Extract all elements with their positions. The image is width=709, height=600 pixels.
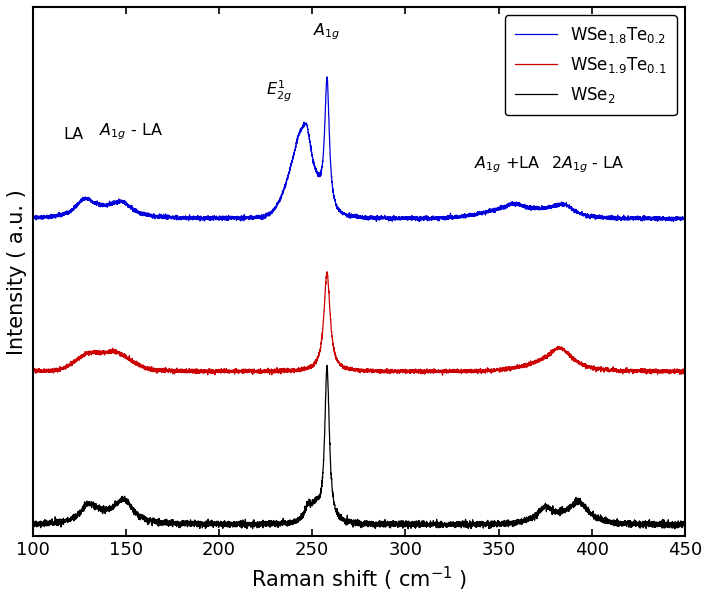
WSe$_{1.8}$Te$_{0.2}$ [180,215,189,223]
Legend: WSe$_{1.8}$Te$_{0.2}$, WSe$_{1.9}$Te$_{0.1}$, WSe$_2$: WSe$_{1.8}$Te$_{0.2}$, WSe$_{1.9}$Te$_{0… [505,15,676,115]
WSe$_2$ [274,519,283,526]
Text: $A_{1g}$ +LA: $A_{1g}$ +LA [474,154,541,175]
WSe$_{1.8}$Te$_{0.2}$ [323,73,331,80]
WSe$_2$ [28,520,37,527]
WSe$_2$ [186,519,195,526]
Text: $A_{1g}$: $A_{1g}$ [313,22,341,42]
WSe$_{1.9}$Te$_{0.1}$ [183,367,191,374]
WSe$_2$ [676,520,684,527]
WSe$_{1.8}$Te$_{0.2}$ [415,218,424,225]
WSe$_2$ [681,523,689,530]
WSe$_{1.9}$Te$_{0.1}$ [180,368,189,375]
WSe$_{1.9}$Te$_{0.1}$ [438,371,447,379]
Line: WSe$_{1.9}$Te$_{0.1}$: WSe$_{1.9}$Te$_{0.1}$ [33,272,685,375]
WSe$_{1.9}$Te$_{0.1}$ [676,371,684,378]
WSe$_{1.9}$Te$_{0.1}$ [320,293,329,300]
Text: $A_{1g}$ - LA: $A_{1g}$ - LA [99,122,163,142]
WSe$_{1.9}$Te$_{0.1}$ [274,365,283,373]
Text: $2A_{1g}$ - LA: $2A_{1g}$ - LA [552,154,625,175]
WSe$_2$ [671,525,679,532]
Line: WSe$_{1.8}$Te$_{0.2}$: WSe$_{1.8}$Te$_{0.2}$ [33,77,685,221]
Text: $E^1_{2g}$: $E^1_{2g}$ [266,79,291,104]
WSe$_{1.9}$Te$_{0.1}$ [186,368,195,376]
WSe$_{1.8}$Te$_{0.2}$ [183,214,191,221]
WSe$_{1.8}$Te$_{0.2}$ [320,119,329,126]
WSe$_{1.8}$Te$_{0.2}$ [681,214,689,221]
WSe$_{1.8}$Te$_{0.2}$ [274,199,283,206]
X-axis label: Raman shift ( cm$^{-1}$ ): Raman shift ( cm$^{-1}$ ) [250,565,467,593]
Y-axis label: Intensity ( a.u. ): Intensity ( a.u. ) [7,189,27,355]
WSe$_{1.9}$Te$_{0.1}$ [28,368,37,376]
Text: LA: LA [63,127,84,142]
Line: WSe$_2$: WSe$_2$ [33,365,685,529]
WSe$_2$ [323,362,331,369]
WSe$_2$ [183,523,191,530]
WSe$_{1.8}$Te$_{0.2}$ [676,214,684,221]
WSe$_2$ [180,520,189,527]
WSe$_{1.9}$Te$_{0.1}$ [323,268,331,275]
WSe$_{1.8}$Te$_{0.2}$ [186,215,195,223]
WSe$_{1.8}$Te$_{0.2}$ [28,213,37,220]
WSe$_{1.9}$Te$_{0.1}$ [681,369,689,376]
WSe$_2$ [320,421,329,428]
